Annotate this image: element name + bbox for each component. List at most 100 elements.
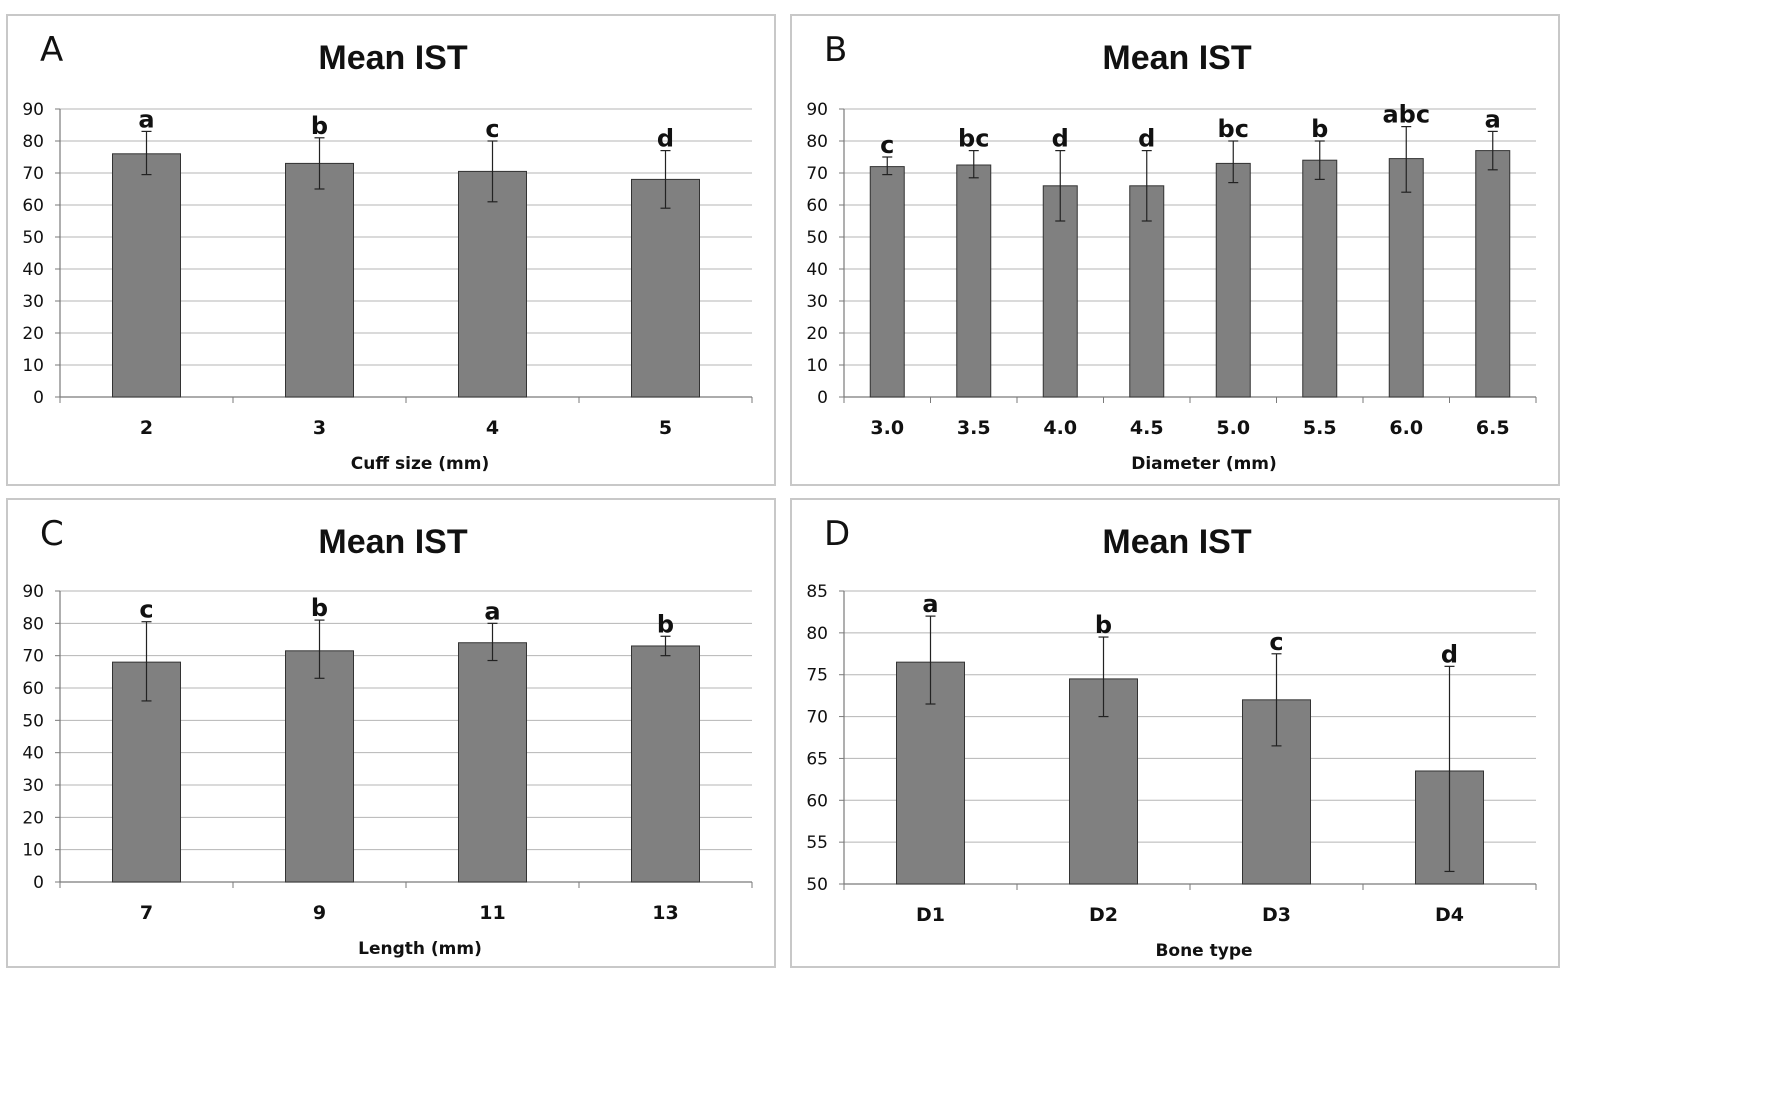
chart-svg-d: D Mean IST 50 55 60 65 70 75 80 85 a D1 b D2 c D3 d D4 Bon…: [806, 514, 1537, 961]
y-tick-label: 90: [22, 582, 44, 602]
chart-svg-b: B Mean IST 0 10 20 30 40 50 60 70 80 90 c 3.0 bc 3.5 d 4.…: [806, 30, 1537, 474]
y-tick-label: 20: [22, 324, 44, 344]
x-tick-label: 5.5: [1303, 417, 1337, 439]
panel-letter: B: [824, 30, 847, 70]
y-tick-label: 30: [22, 776, 44, 796]
bar: [458, 170, 527, 398]
y-tick-label: 10: [806, 356, 828, 376]
y-tick-label: 40: [806, 260, 828, 280]
bar: [458, 642, 527, 883]
x-tick-label: D3: [1262, 904, 1291, 926]
y-tick-label: 40: [22, 744, 44, 764]
y-tick-label: 20: [806, 324, 828, 344]
significance-letter: d: [657, 125, 674, 153]
panel-letter: C: [40, 514, 64, 554]
chart-title: Mean IST: [318, 523, 467, 561]
bar: [631, 178, 700, 398]
x-axis-label: Length (mm): [358, 939, 482, 959]
bar: [631, 645, 700, 883]
y-tick-label: 50: [806, 875, 828, 895]
bar: [956, 164, 992, 398]
y-tick-label: 50: [806, 228, 828, 248]
y-tick-label: 70: [22, 164, 44, 184]
x-tick-label: 4: [486, 417, 499, 439]
significance-letter: d: [1052, 125, 1069, 153]
y-tick-label: 0: [33, 873, 44, 893]
x-tick-label: D1: [916, 904, 945, 926]
significance-letter: b: [1095, 611, 1112, 639]
y-tick-label: 50: [22, 711, 44, 731]
significance-letter: a: [138, 105, 154, 133]
significance-letter: b: [1311, 115, 1328, 143]
chart-title: Mean IST: [1102, 39, 1251, 77]
y-tick-label: 55: [806, 833, 828, 853]
y-tick-label: 80: [22, 132, 44, 152]
significance-letter: c: [1269, 628, 1283, 656]
x-tick-label: 9: [313, 902, 326, 924]
chart-panel-d: D Mean IST 50 55 60 65 70 75 80 85 a D1 b D2 c D3 d D4 Bon…: [790, 498, 1560, 968]
significance-letter: bc: [1218, 115, 1249, 143]
y-tick-label: 60: [22, 196, 44, 216]
significance-letter: a: [1485, 105, 1501, 133]
y-tick-label: 70: [806, 164, 828, 184]
significance-letter: b: [311, 112, 328, 140]
significance-letter: c: [880, 131, 894, 159]
y-tick-label: 60: [806, 196, 828, 216]
x-tick-label: 6.0: [1389, 417, 1423, 439]
y-tick-label: 40: [22, 260, 44, 280]
x-tick-label: 3.5: [957, 417, 991, 439]
chart-panel-c: C Mean IST 0 10 20 30 40 50 60 70 80 90 c 7 b 9 a 11 b 13 Le…: [6, 498, 776, 968]
panel-letter: A: [40, 30, 63, 70]
chart-svg-c: C Mean IST 0 10 20 30 40 50 60 70 80 90 c 7 b 9 a 11 b 13 Le…: [22, 514, 753, 959]
significance-letter: d: [1138, 125, 1155, 153]
significance-letter: c: [139, 596, 153, 624]
y-tick-label: 50: [22, 228, 44, 248]
x-tick-label: 7: [140, 902, 153, 924]
x-tick-label: 5.0: [1216, 417, 1250, 439]
y-tick-label: 65: [806, 749, 828, 769]
significance-letter: d: [1441, 640, 1458, 668]
bar: [1388, 158, 1424, 398]
x-tick-label: 6.5: [1476, 417, 1510, 439]
bar: [285, 650, 354, 883]
y-tick-label: 90: [22, 100, 44, 120]
chart-title: Mean IST: [1102, 523, 1251, 561]
significance-letter: a: [922, 590, 938, 618]
bar: [869, 166, 905, 398]
significance-letter: b: [311, 594, 328, 622]
bar: [1475, 150, 1511, 398]
y-tick-label: 80: [806, 132, 828, 152]
y-tick-label: 10: [22, 841, 44, 861]
y-tick-label: 85: [806, 582, 828, 602]
chart-panel-b: B Mean IST 0 10 20 30 40 50 60 70 80 90 c 3.0 bc 3.5 d 4.…: [790, 14, 1560, 486]
x-tick-label: D2: [1089, 904, 1118, 926]
y-tick-label: 0: [33, 388, 44, 408]
y-tick-label: 0: [817, 388, 828, 408]
x-tick-label: 4.0: [1043, 417, 1077, 439]
x-axis-label: Cuff size (mm): [351, 454, 490, 474]
chart-svg-a: A Mean IST 0 10 20 30 40 50 60 70 80 90 a 2 b 3 c 4 d 5 Cuff…: [22, 30, 753, 474]
y-tick-label: 20: [22, 808, 44, 828]
y-tick-label: 90: [806, 100, 828, 120]
x-tick-label: 13: [652, 902, 678, 924]
x-axis-label: Diameter (mm): [1131, 454, 1277, 474]
x-tick-label: D4: [1435, 904, 1464, 926]
bar: [112, 153, 181, 398]
x-tick-label: 2: [140, 417, 153, 439]
x-tick-label: 3.0: [870, 417, 904, 439]
bar: [1215, 162, 1251, 398]
y-tick-label: 10: [22, 356, 44, 376]
bar: [1302, 159, 1338, 398]
bar: [285, 162, 354, 398]
y-tick-label: 70: [806, 708, 828, 728]
significance-letter: bc: [958, 125, 989, 153]
y-tick-label: 70: [22, 647, 44, 667]
y-tick-label: 75: [806, 666, 828, 686]
x-tick-label: 5: [659, 417, 672, 439]
y-tick-label: 80: [22, 614, 44, 634]
significance-letter: b: [657, 610, 674, 638]
significance-letter: abc: [1382, 101, 1430, 129]
y-tick-label: 60: [22, 679, 44, 699]
panel-letter: D: [824, 514, 850, 554]
x-tick-label: 11: [479, 902, 505, 924]
